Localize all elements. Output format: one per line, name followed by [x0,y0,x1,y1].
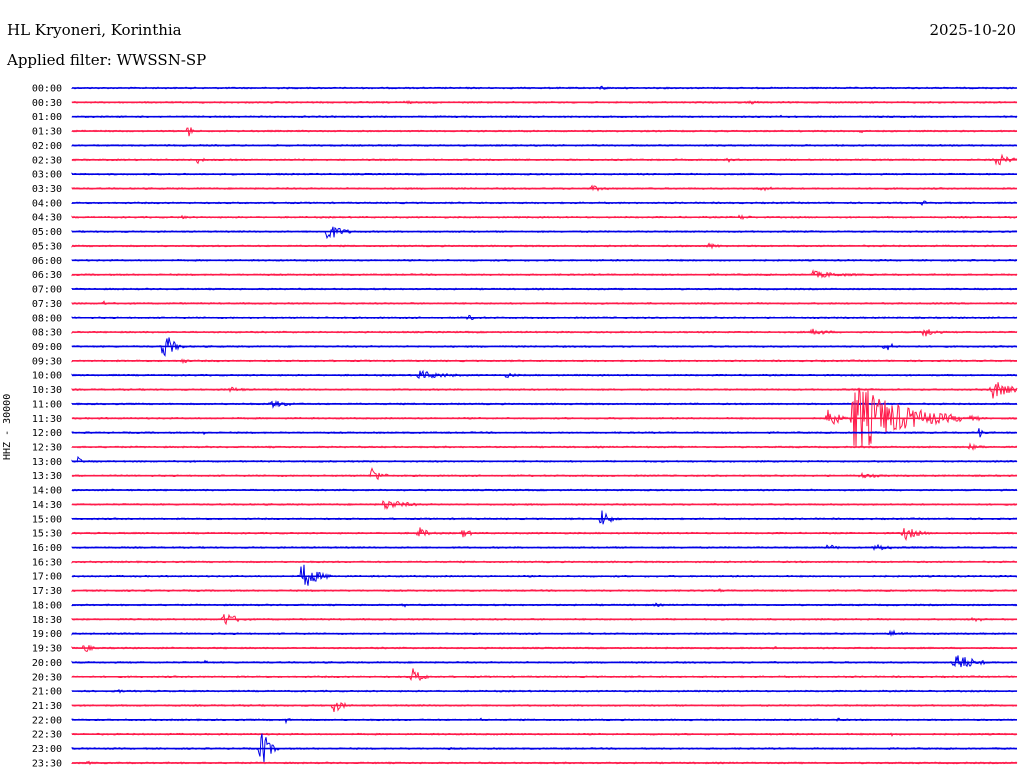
row-time-label: 04:30 [32,213,62,224]
row-time-label: 18:00 [32,600,62,611]
row-time-label: 02:00 [32,141,62,152]
row-time-label: 13:30 [32,471,62,482]
row-time-label: 01:00 [32,112,62,123]
row-time-label: 16:30 [32,557,62,568]
row-time-label: 13:00 [32,457,62,468]
row-time-label: 00:30 [32,98,62,109]
trace-line [71,387,1018,447]
trace-line [71,564,1018,586]
row-time-label: 21:00 [32,687,62,698]
row-time-label: 17:00 [32,572,62,583]
row-time-label: 12:00 [32,428,62,439]
row-time-label: 14:30 [32,500,62,511]
row-time-label: 03:30 [32,184,62,195]
row-time-label: 05:00 [32,227,62,238]
row-time-label: 22:30 [32,730,62,741]
row-time-label: 09:00 [32,342,62,353]
row-time-label: 08:30 [32,328,62,339]
row-time-label: 01:30 [32,127,62,138]
trace-line [71,510,1018,525]
row-time-label: 18:30 [32,615,62,626]
trace-line [71,467,1018,481]
row-time-label: 23:00 [32,744,62,755]
row-time-label: 19:30 [32,644,62,655]
row-time-label: 08:00 [32,313,62,324]
row-time-label: 22:00 [32,715,62,726]
row-time-label: 14:00 [32,486,62,497]
row-time-label: 20:30 [32,672,62,683]
row-time-label: 10:00 [32,371,62,382]
row-time-label: 03:00 [32,170,62,181]
row-time-label: 15:00 [32,514,62,525]
row-time-label: 07:00 [32,285,62,296]
row-time-label: 04:00 [32,198,62,209]
row-time-label: 12:30 [32,443,62,454]
row-time-label: 10:30 [32,385,62,396]
row-time-label: 02:30 [32,155,62,166]
row-time-label: 11:00 [32,399,62,410]
row-time-label: 05:30 [32,241,62,252]
row-time-label: 11:30 [32,414,62,425]
trace-line [71,369,1018,379]
row-time-label: 20:00 [32,658,62,669]
row-time-label: 07:30 [32,299,62,310]
row-time-label: 06:00 [32,256,62,267]
filter-label: Applied filter: WWSSN-SP [7,51,207,69]
row-time-label: 00:00 [32,84,62,95]
row-time-label: 16:00 [32,543,62,554]
row-time-label: 21:30 [32,701,62,712]
row-time-label: 09:30 [32,356,62,367]
row-time-label: 17:30 [32,586,62,597]
trace-line [71,701,1018,713]
row-time-label: 15:30 [32,529,62,540]
row-time-label: 19:00 [32,629,62,640]
station-title: HL Kryoneri, Korinthia [7,21,182,39]
trace-line [71,655,1018,668]
trace-line [71,668,1018,682]
date-label: 2025-10-20 [929,21,1016,39]
row-time-label: 23:30 [32,758,62,769]
row-time-label: 06:30 [32,270,62,281]
